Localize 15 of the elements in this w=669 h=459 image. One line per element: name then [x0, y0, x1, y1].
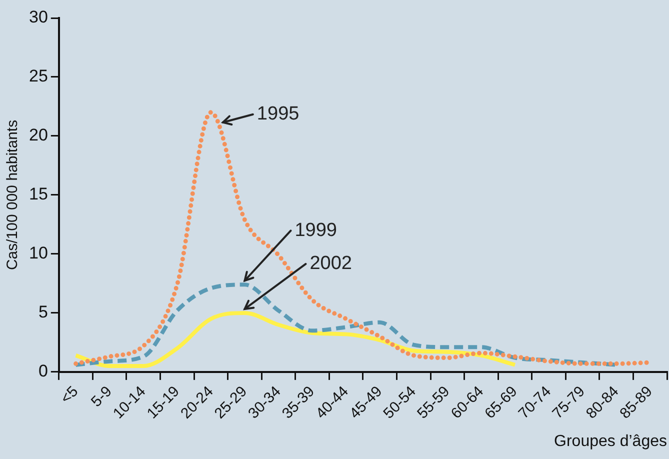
- series-label: 1995: [256, 104, 300, 125]
- x-axis-title: Groupes d’âges: [554, 432, 667, 450]
- x-tick-label: 5-9: [88, 383, 116, 410]
- text: 1999: [294, 220, 337, 241]
- y-tick-label: 25: [28, 66, 48, 86]
- text: 2002: [310, 253, 352, 274]
- x-tick-label: <5: [57, 383, 82, 408]
- y-axis-title: Cas/100 000 habitants: [4, 120, 22, 270]
- y-tick-label: 5: [38, 302, 48, 322]
- line-series: [74, 310, 517, 368]
- y-tick-label: 0: [38, 362, 48, 381]
- y-tick-label: 10: [28, 244, 48, 263]
- y-tick-label: 15: [28, 184, 48, 204]
- y-tick-label: 20: [28, 126, 48, 145]
- y-tick-label: 30: [28, 8, 48, 27]
